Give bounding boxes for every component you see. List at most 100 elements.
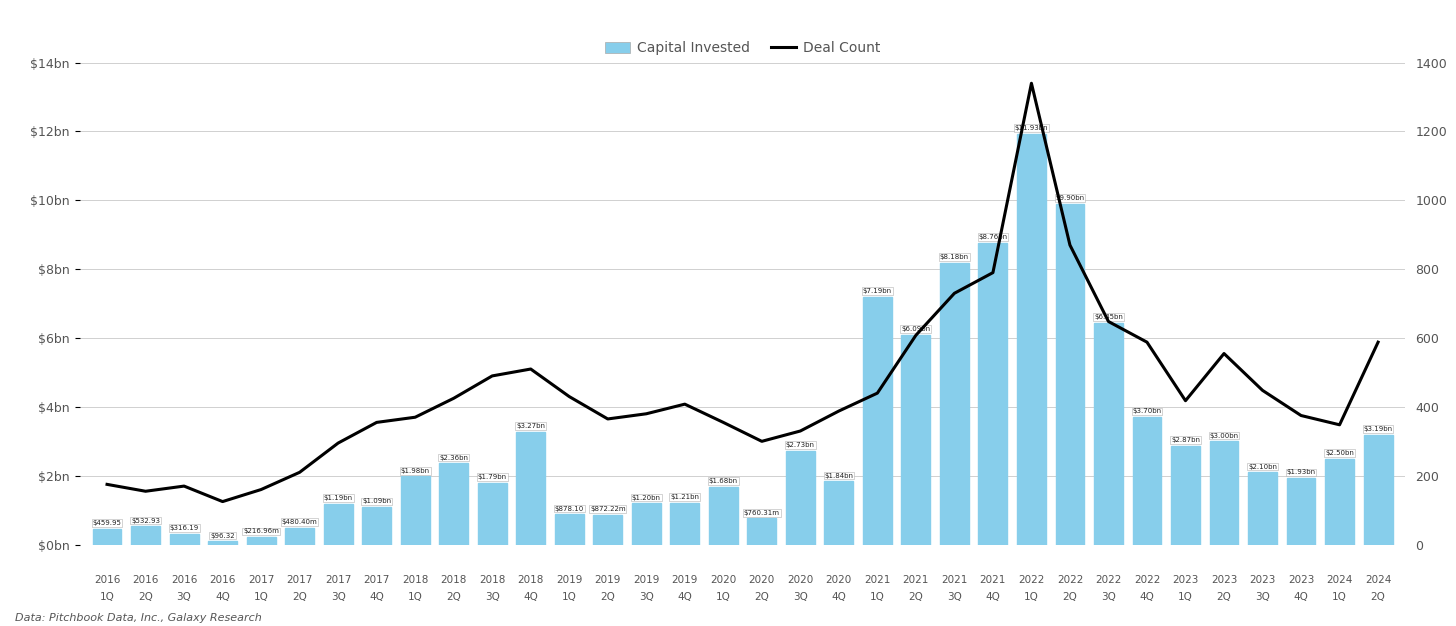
Text: 4Q: 4Q <box>370 592 384 602</box>
Text: $8.76bn: $8.76bn <box>978 234 1008 240</box>
Text: 2Q: 2Q <box>1370 592 1386 602</box>
Text: 2019: 2019 <box>671 575 697 585</box>
Text: 1Q: 1Q <box>1332 592 1347 602</box>
Text: 2016: 2016 <box>132 575 159 585</box>
Bar <box>786 451 815 545</box>
Text: 4Q: 4Q <box>831 592 846 602</box>
Bar <box>363 507 392 545</box>
Bar <box>670 503 699 545</box>
Bar <box>440 463 469 545</box>
Text: Data: Pitchbook Data, Inc., Galaxy Research: Data: Pitchbook Data, Inc., Galaxy Resea… <box>15 613 261 623</box>
Text: 4Q: 4Q <box>986 592 1000 602</box>
Bar <box>1210 441 1239 545</box>
Text: 2Q: 2Q <box>1217 592 1232 602</box>
Text: 2021: 2021 <box>903 575 929 585</box>
Bar <box>478 483 507 545</box>
Text: $872.22m: $872.22m <box>590 506 626 512</box>
Text: 1Q: 1Q <box>716 592 731 602</box>
Bar <box>170 534 198 545</box>
Text: 4Q: 4Q <box>677 592 692 602</box>
Text: 3Q: 3Q <box>639 592 654 602</box>
Text: 2024: 2024 <box>1364 575 1392 585</box>
Text: $2.50bn: $2.50bn <box>1325 450 1354 456</box>
Text: 2Q: 2Q <box>138 592 153 602</box>
Bar <box>1016 134 1045 545</box>
Text: 2022: 2022 <box>1057 575 1083 585</box>
Text: $96.32: $96.32 <box>210 533 234 538</box>
Bar <box>1248 473 1277 545</box>
Text: $459.95: $459.95 <box>93 520 121 526</box>
Bar <box>1171 446 1200 545</box>
Text: $2.10bn: $2.10bn <box>1248 464 1277 470</box>
Text: $9.90bn: $9.90bn <box>1056 195 1085 201</box>
Text: $1.98bn: $1.98bn <box>400 468 430 474</box>
Bar <box>1093 322 1123 545</box>
Bar <box>978 243 1008 545</box>
Bar <box>863 297 893 545</box>
Text: $6.09bn: $6.09bn <box>901 326 930 332</box>
Text: $2.87bn: $2.87bn <box>1171 437 1200 443</box>
Bar <box>941 263 968 545</box>
Bar <box>517 432 545 545</box>
Text: $1.93bn: $1.93bn <box>1287 470 1316 475</box>
Text: $760.31m: $760.31m <box>744 510 780 516</box>
Bar <box>1287 478 1315 545</box>
Text: 1Q: 1Q <box>253 592 268 602</box>
Text: 2024: 2024 <box>1326 575 1353 585</box>
Text: 4Q: 4Q <box>1140 592 1155 602</box>
Text: 1Q: 1Q <box>1024 592 1040 602</box>
Text: 2Q: 2Q <box>909 592 923 602</box>
Text: 2020: 2020 <box>788 575 814 585</box>
Text: 2018: 2018 <box>479 575 505 585</box>
Text: $3.27bn: $3.27bn <box>517 423 545 429</box>
Text: $3.19bn: $3.19bn <box>1363 426 1392 432</box>
Bar <box>1325 458 1354 545</box>
Text: $3.70bn: $3.70bn <box>1133 409 1162 414</box>
Text: 2023: 2023 <box>1211 575 1238 585</box>
Text: 2022: 2022 <box>1134 575 1160 585</box>
Text: 3Q: 3Q <box>176 592 192 602</box>
Bar <box>709 487 738 545</box>
Bar <box>1364 435 1392 545</box>
Text: $1.79bn: $1.79bn <box>478 475 507 480</box>
Text: 2017: 2017 <box>248 575 274 585</box>
Text: $1.68bn: $1.68bn <box>709 478 738 484</box>
Bar <box>1133 417 1162 545</box>
Bar <box>400 476 430 545</box>
Bar <box>901 335 930 545</box>
Text: $1.09bn: $1.09bn <box>363 498 392 505</box>
Text: $1.20bn: $1.20bn <box>632 495 661 501</box>
Text: 1Q: 1Q <box>99 592 115 602</box>
Bar <box>632 503 661 545</box>
Text: 2019: 2019 <box>633 575 660 585</box>
Text: $3.00bn: $3.00bn <box>1210 433 1239 439</box>
Bar <box>246 537 275 545</box>
Text: 3Q: 3Q <box>946 592 962 602</box>
Text: 3Q: 3Q <box>1101 592 1115 602</box>
Bar <box>593 515 622 545</box>
Text: 3Q: 3Q <box>794 592 808 602</box>
Text: $532.93: $532.93 <box>131 518 160 523</box>
Text: 2017: 2017 <box>364 575 390 585</box>
Text: 2Q: 2Q <box>754 592 769 602</box>
Text: 2Q: 2Q <box>1063 592 1077 602</box>
Text: $1.19bn: $1.19bn <box>323 495 352 501</box>
Text: 3Q: 3Q <box>1255 592 1270 602</box>
Text: 1Q: 1Q <box>1178 592 1192 602</box>
Bar <box>824 481 853 545</box>
Text: 2023: 2023 <box>1289 575 1315 585</box>
Text: 1Q: 1Q <box>562 592 577 602</box>
Text: 1Q: 1Q <box>408 592 422 602</box>
Text: 2017: 2017 <box>325 575 351 585</box>
Text: 2021: 2021 <box>980 575 1006 585</box>
Text: $2.73bn: $2.73bn <box>786 442 815 448</box>
Text: 2020: 2020 <box>826 575 852 585</box>
Text: 2022: 2022 <box>1018 575 1044 585</box>
Text: 4Q: 4Q <box>215 592 230 602</box>
Text: $6.45bn: $6.45bn <box>1093 314 1123 320</box>
Text: 2021: 2021 <box>865 575 891 585</box>
Text: 2016: 2016 <box>210 575 236 585</box>
Text: 2019: 2019 <box>594 575 620 585</box>
Text: $878.10: $878.10 <box>555 506 584 511</box>
Legend: Capital Invested, Deal Count: Capital Invested, Deal Count <box>600 36 885 61</box>
